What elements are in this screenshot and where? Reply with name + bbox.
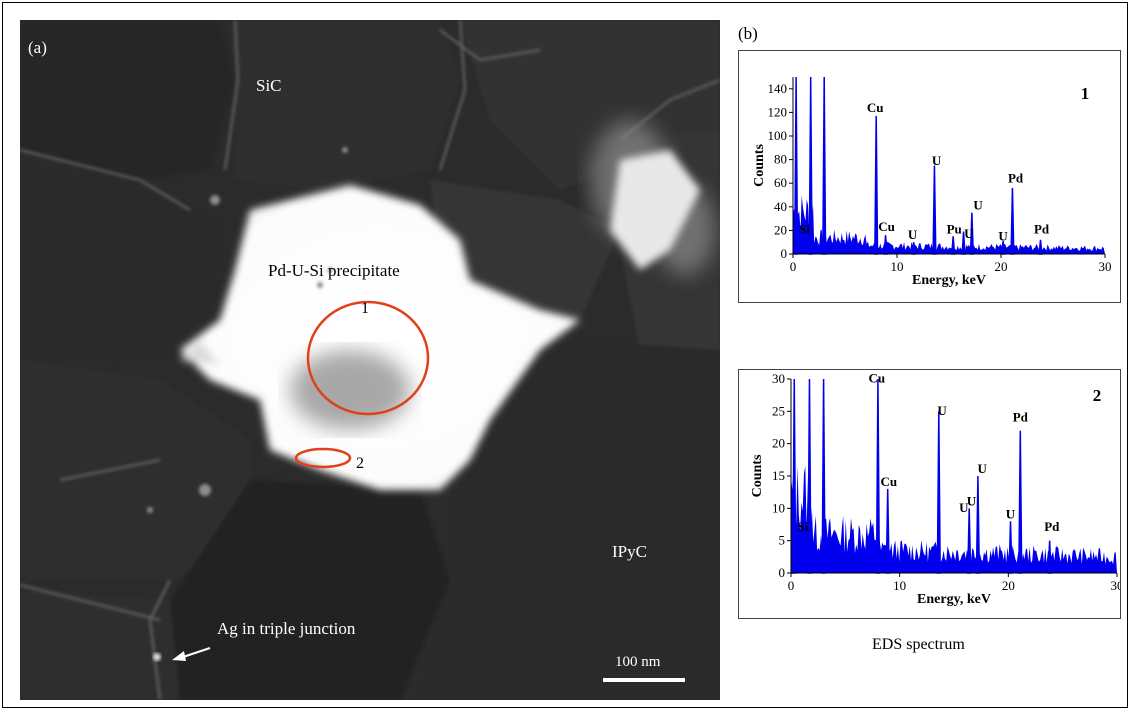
spectrum-number: 2 <box>1093 386 1102 405</box>
y-tick-label: 10 <box>772 500 785 515</box>
y-tick-label: 100 <box>768 128 788 143</box>
peak-annotation: Si <box>799 221 810 236</box>
spectrum-background <box>791 465 1117 573</box>
x-tick-label: 10 <box>891 259 904 274</box>
peak-11 <box>1047 540 1052 574</box>
panel-b-label: (b) <box>738 24 758 43</box>
region-1-circle <box>306 300 430 416</box>
peak-12 <box>1010 187 1015 255</box>
peak-annotation: U <box>937 403 947 418</box>
peak-3 <box>821 378 826 574</box>
peak-6 <box>936 411 941 574</box>
peak-annotation: Cu <box>869 370 886 385</box>
peak-annotation: U <box>978 461 988 476</box>
peak-7 <box>967 508 972 574</box>
peak-5 <box>883 235 888 255</box>
spectrum-1-plot: 0 20 40 60 80 100 120 140 0 10 20 30 Energy, keV Coun… <box>752 76 1112 288</box>
peak-annotation: U <box>964 226 974 241</box>
peak-2 <box>807 378 812 574</box>
peak-annotation: Cu <box>878 219 895 234</box>
peak-annotation: U <box>998 228 1008 243</box>
y-tick-label: 80 <box>774 152 787 167</box>
x-tick-label: 10 <box>893 578 906 593</box>
y-tick-label: 120 <box>768 104 788 119</box>
sic-label: SiC <box>256 76 282 95</box>
peak-annotation: Cu <box>880 474 897 489</box>
peak-6 <box>911 242 916 255</box>
x-tick-label: 20 <box>1002 578 1015 593</box>
ipyc-label: IPyC <box>612 542 647 561</box>
spectrum-number: 1 <box>1081 84 1090 103</box>
peak-4 <box>875 378 881 574</box>
region-2-circle <box>294 447 352 469</box>
y-axis-label: Counts <box>752 144 767 187</box>
y-tick-label: 60 <box>774 175 787 190</box>
eds-spectrum-2: 0 5 10 15 20 25 30 0 10 20 30 Energy, keV Counts 2 Si C… <box>738 369 1121 619</box>
y-tick-label: 25 <box>772 403 785 418</box>
peak-10 <box>1018 430 1023 574</box>
ag-triple-junction-label: Ag in triple junction <box>217 619 356 638</box>
precipitate-label: Pd-U-Si precipitate <box>268 261 400 280</box>
peak-4 <box>874 115 879 255</box>
spectrum-2-plot: 0 5 10 15 20 25 30 0 10 20 30 Energy, keV Counts 2 Si C… <box>750 370 1120 607</box>
panel-a-label: (a) <box>28 38 47 57</box>
peak-annotation: U <box>967 493 977 508</box>
x-tick-label: 0 <box>790 259 797 274</box>
region-1-label: 1 <box>361 300 369 317</box>
tem-micrograph <box>20 20 720 700</box>
peak-annotation: Pd <box>1013 409 1029 424</box>
peak-annotation: Pd <box>1044 519 1060 534</box>
peak-8 <box>975 475 981 574</box>
peak-13 <box>1038 239 1043 255</box>
peak-annotation: Pu <box>947 221 962 236</box>
y-tick-label: 30 <box>772 371 785 386</box>
x-tick-label: 30 <box>1099 259 1112 274</box>
eds-spectrum-1: 0 20 40 60 80 100 120 140 0 10 20 30 Energy, keV Coun… <box>738 50 1121 303</box>
peak-annotation: Pd <box>1034 221 1050 236</box>
x-tick-label: 20 <box>995 259 1008 274</box>
x-tick-label: 30 <box>1111 578 1121 593</box>
peak-annotation: U <box>973 198 983 213</box>
eds-spectrum-caption: EDS spectrum <box>872 636 965 653</box>
x-axis-label: Energy, keV <box>912 273 986 288</box>
y-axis-label: Counts <box>750 454 765 497</box>
x-tick-label: 0 <box>788 578 795 593</box>
peak-annotation: U <box>1006 506 1016 521</box>
scale-bar-label: 100 nm <box>615 654 661 670</box>
y-tick-label: 0 <box>779 565 786 580</box>
peak-annotation: U <box>908 227 918 242</box>
peak-annotation: Cu <box>867 100 884 115</box>
peak-9 <box>1008 521 1013 574</box>
peak-7 <box>932 165 937 255</box>
y-tick-label: 0 <box>781 246 788 261</box>
y-tick-label: 140 <box>768 81 788 96</box>
y-tick-label: 40 <box>774 199 787 214</box>
y-tick-label: 20 <box>772 436 785 451</box>
y-tick-label: 15 <box>772 468 785 483</box>
peak-annotation: U <box>959 500 969 515</box>
peak-5 <box>885 488 890 574</box>
peak-1 <box>794 76 799 255</box>
x-axis-label: Energy, keV <box>917 592 991 607</box>
peak-8 <box>950 236 956 255</box>
peak-annotation: Pd <box>1008 171 1024 186</box>
y-tick-label: 5 <box>779 533 786 548</box>
peak-annotation: Si <box>798 519 809 534</box>
peak-annotation: U <box>932 153 942 168</box>
y-tick-label: 20 <box>774 222 787 237</box>
peak-1 <box>792 378 797 574</box>
peak-3 <box>822 76 827 255</box>
region-2-label: 2 <box>356 455 364 472</box>
